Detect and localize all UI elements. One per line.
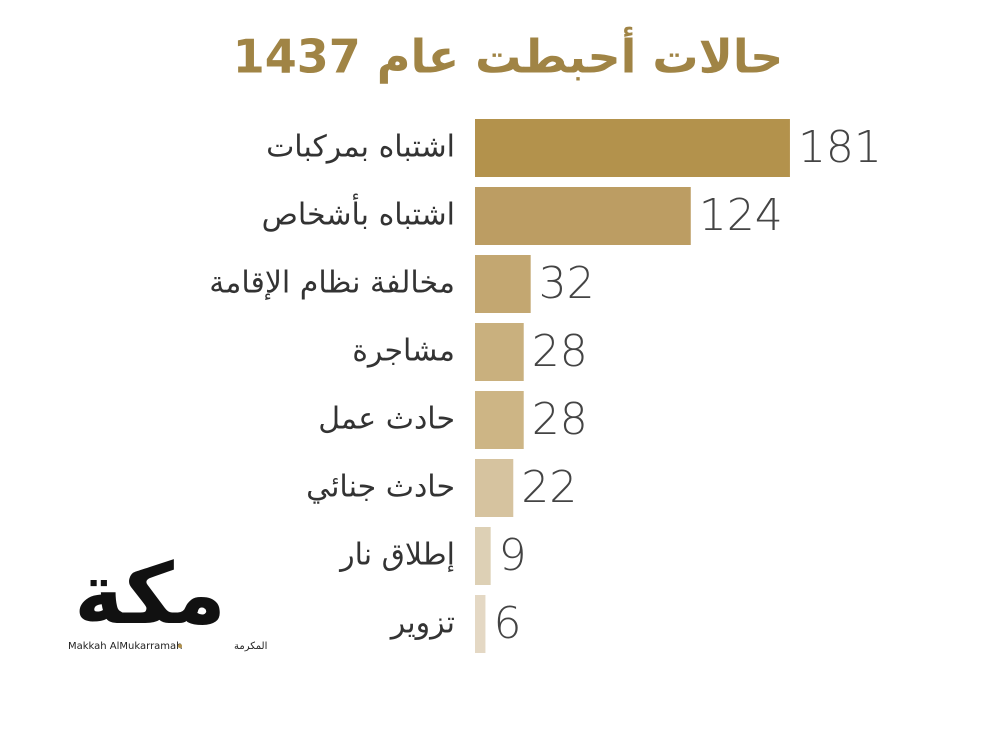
value-label: 32	[539, 258, 595, 309]
category-label: مشاجرة	[352, 334, 455, 369]
bar	[475, 595, 486, 653]
logo-dot	[178, 644, 182, 648]
category-label: اشتباه بمركبات	[266, 130, 455, 165]
logo-subtitle-ar: المكرمة	[234, 641, 267, 652]
value-label: 124	[699, 190, 783, 241]
chart-title: حالات أحبطت عام 1437	[233, 27, 784, 84]
value-label: 28	[532, 326, 588, 377]
category-label: تزوير	[389, 606, 455, 641]
value-label: 6	[493, 598, 521, 649]
bar	[475, 187, 691, 245]
bar	[475, 119, 790, 177]
bar	[475, 255, 531, 313]
bar	[475, 527, 491, 585]
value-label: 181	[798, 122, 882, 173]
category-label: حادث جنائي	[306, 470, 455, 505]
logo: مكة Makkah AlMukarramah المكرمة	[68, 545, 267, 652]
category-label: حادث عمل	[318, 402, 455, 437]
value-label: 28	[532, 394, 588, 445]
bar	[475, 323, 524, 381]
value-label: 9	[499, 530, 527, 581]
logo-name: مكة	[74, 545, 226, 643]
logo-subtitle-en: Makkah AlMukarramah	[68, 641, 183, 652]
bar	[475, 391, 524, 449]
category-label: إطلاق نار	[338, 538, 455, 573]
bar	[475, 459, 514, 517]
value-label: 22	[521, 462, 577, 513]
category-label: اشتباه بأشخاص	[262, 193, 455, 233]
category-label: مخالفة نظام الإقامة	[209, 266, 455, 301]
